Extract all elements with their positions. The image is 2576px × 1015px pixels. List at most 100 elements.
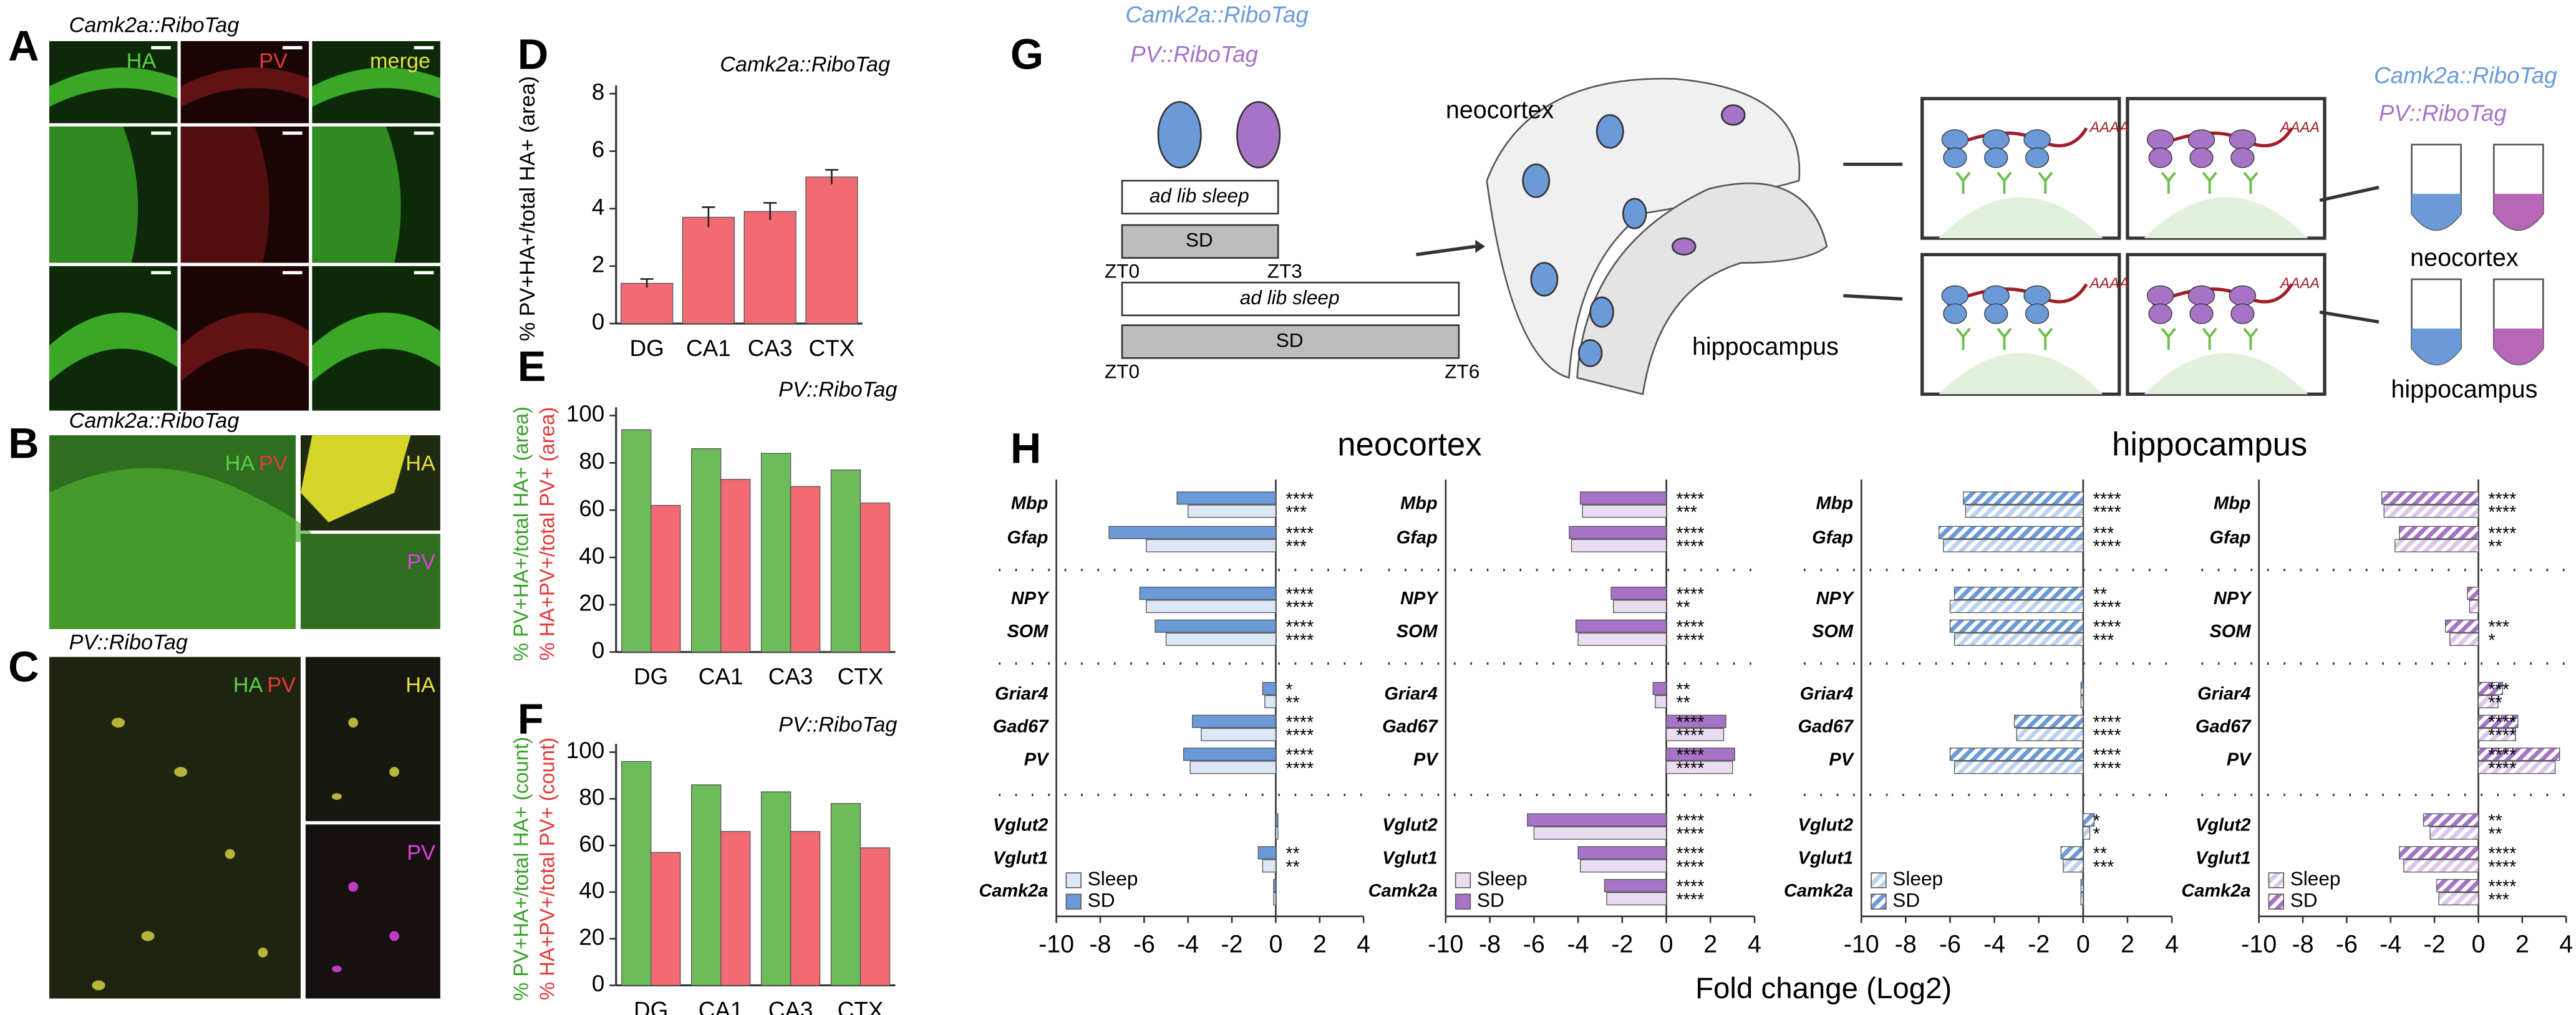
ribosome [2148, 303, 2172, 324]
bar [2060, 846, 2084, 860]
gene-label: Gad67 [1382, 717, 1438, 737]
antibody [2202, 327, 2217, 350]
bar [690, 784, 722, 986]
poly-a: AAAA [2088, 276, 2129, 292]
significance: ** [2093, 844, 2108, 864]
y-axis-label: % PV+HA+/total HA+ (area) [509, 406, 532, 661]
x-tick-label: -2 [2028, 931, 2050, 958]
bead [1939, 353, 2103, 395]
tube-label: hippocampus [2391, 375, 2537, 403]
x-tick-label: DG [629, 335, 664, 361]
chart-subtitle: Camk2a::RiboTag [720, 53, 890, 77]
cells [332, 882, 400, 973]
error-bar [763, 202, 777, 221]
brain-hippocampus [1576, 182, 1828, 395]
bar [1579, 859, 1667, 873]
micrograph-texture [180, 126, 269, 263]
x-tick-label: CA3 [768, 997, 813, 1015]
neuron [1589, 296, 1614, 328]
bar [720, 830, 751, 986]
neuron [1522, 163, 1551, 198]
x-tick-label: CA1 [699, 997, 743, 1015]
y-tick-label: 100 [566, 401, 604, 426]
poly-a: AAAA [2279, 276, 2320, 292]
y-tick-label: 0 [592, 971, 605, 996]
gene-label: Gad67 [1798, 717, 1854, 737]
ribosome [2023, 285, 2051, 306]
gene-label: Vglut2 [1798, 815, 1854, 835]
gene-label: Gfap [1812, 528, 1853, 548]
bar [1579, 491, 1667, 505]
x-tick-label: CA1 [686, 335, 731, 361]
bar [1652, 681, 1667, 695]
antibody [2202, 171, 2217, 194]
significance: **** [2093, 598, 2121, 618]
micrograph-grid [49, 41, 440, 411]
antibody [1997, 327, 2012, 350]
significance: ** [2488, 824, 2502, 844]
channel-label: PV [259, 49, 288, 73]
x-tick-label: -4 [1177, 931, 1199, 958]
ribosome [1984, 147, 2008, 168]
bar [1264, 695, 1277, 708]
chart-subtitle: PV::RiboTag [778, 378, 897, 402]
bar [1146, 539, 1277, 552]
legend-label: Sleep [1892, 867, 1943, 890]
tube-legend: Camk2a::RiboTag [2374, 63, 2557, 89]
bar [2083, 813, 2095, 827]
y-tick-label: 40 [579, 878, 604, 903]
bar [2383, 504, 2479, 518]
antibody [2243, 171, 2259, 194]
legend-label: Sleep [1088, 867, 1138, 890]
significance: ** [2488, 537, 2502, 557]
legend-swatch [2268, 893, 2284, 910]
micrograph-texture [312, 312, 440, 382]
significance: **** [1286, 489, 1314, 509]
bar [2445, 619, 2479, 633]
mouse-icon [1157, 101, 1202, 169]
x-tick-label: -8 [1479, 931, 1501, 958]
x-tick-label: 2 [2121, 931, 2134, 958]
gene-label: PV [2227, 749, 2252, 769]
legend-swatch [1871, 893, 1887, 910]
significance: **** [2093, 746, 2121, 766]
bar [1273, 878, 1277, 892]
y-tick-label: 2 [592, 252, 605, 277]
bar [2467, 587, 2479, 600]
x-tick-label: 2 [2515, 931, 2529, 958]
significance: **** [2488, 844, 2516, 864]
neuron [1595, 114, 1624, 149]
y-tick-label: 100 [566, 738, 604, 763]
gene-label: Mbp [1011, 493, 1048, 513]
y-axis-label: % HA+PV+/total PV+ (area) [535, 407, 558, 661]
legend-swatch [1455, 872, 1471, 888]
significance: **** [1676, 746, 1704, 766]
gene-label: Camk2a [1784, 881, 1853, 901]
legend-swatch [1455, 893, 1471, 910]
x-tick-label: CA1 [699, 664, 743, 690]
timeline-tick: ZT6 [1445, 360, 1479, 382]
micrograph-texture [49, 67, 178, 107]
bar [1577, 632, 1667, 646]
x-tick-label: -10 [1039, 931, 1074, 958]
arrow [2319, 310, 2380, 324]
bar [1189, 761, 1277, 774]
bar [1165, 632, 1277, 646]
tube-fill [2411, 328, 2461, 365]
gene-label: NPY [2214, 589, 2252, 609]
micrograph-texture [49, 126, 138, 263]
y-tick-label: 80 [579, 448, 604, 474]
chart-subtitle: PV::RiboTag [778, 713, 897, 736]
gene-label: SOM [1397, 622, 1438, 642]
bar [1262, 859, 1277, 873]
bar [2429, 826, 2479, 840]
timeline-box [1121, 180, 1279, 214]
gene-label: Gfap [1397, 528, 1438, 548]
arrow [2319, 185, 2380, 203]
bar [1665, 728, 1725, 741]
significance: **** [1676, 824, 1704, 844]
significance: **** [1286, 598, 1314, 618]
bar [1569, 526, 1667, 539]
significance: **** [2488, 726, 2516, 746]
channel-label: merge [370, 49, 430, 73]
